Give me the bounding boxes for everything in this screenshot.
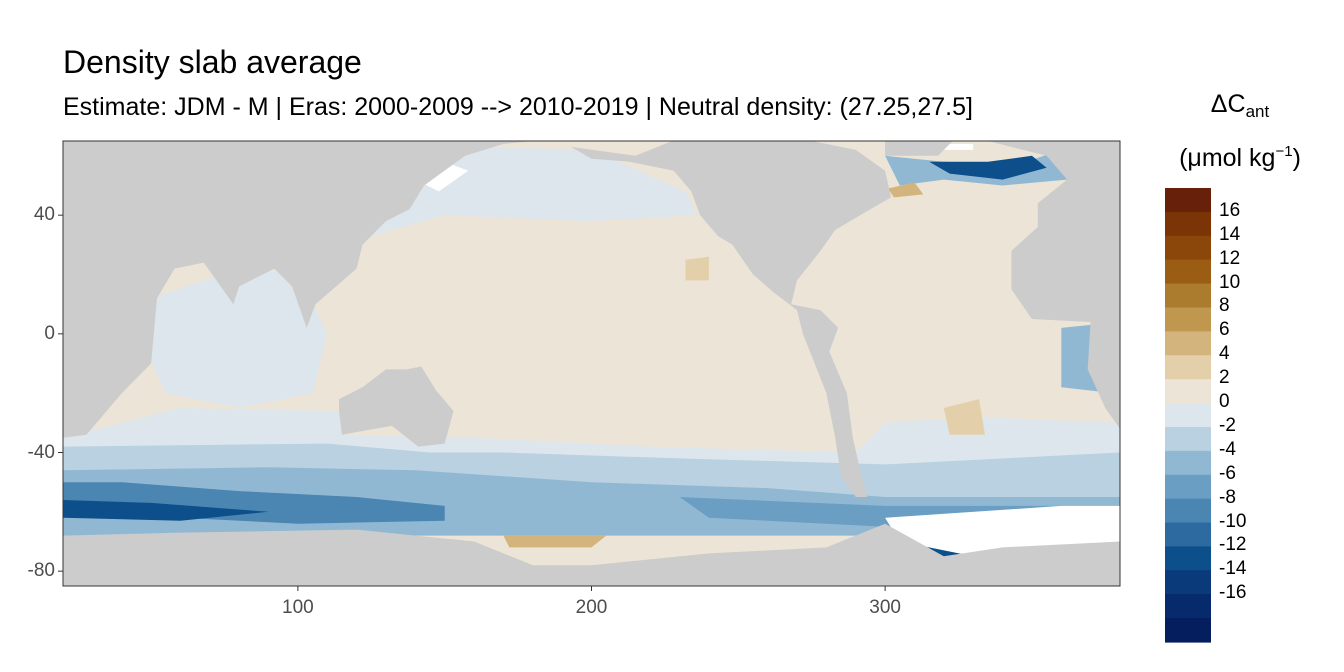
legend-swatch <box>1165 546 1211 571</box>
legend-label: -6 <box>1219 462 1236 484</box>
legend-label: -4 <box>1219 438 1236 460</box>
legend-unit-sup: −1 <box>1275 143 1293 160</box>
legend-swatch <box>1165 618 1211 643</box>
legend-label: 16 <box>1219 199 1241 221</box>
legend-swatch <box>1165 283 1211 309</box>
legend-label: 6 <box>1219 319 1230 341</box>
x-tick-label: 100 <box>282 597 314 618</box>
x-tick-label: 200 <box>575 597 608 618</box>
legend-label: -16 <box>1219 582 1247 604</box>
legend-swatch <box>1165 522 1211 548</box>
band-ross-brown <box>503 535 607 548</box>
legend-swatch <box>1165 570 1211 595</box>
legend-swatch <box>1165 355 1211 380</box>
legend-label: -8 <box>1219 486 1236 508</box>
legend-title: ΔCant (μmol kg−1) <box>1160 84 1320 178</box>
legend-label: -12 <box>1219 534 1247 556</box>
legend-unit-prefix: (μmol kg <box>1179 144 1276 172</box>
band-north-atlantic-deep <box>929 155 1047 180</box>
legend-label: -2 <box>1219 414 1236 436</box>
band-pacific-tan <box>685 256 709 281</box>
no-data-weddell <box>885 505 1120 557</box>
land-australia <box>339 366 454 447</box>
legend-label: 0 <box>1219 391 1230 413</box>
y-tick-label: 40 <box>33 204 55 226</box>
legend-unit-suffix: ) <box>1292 144 1301 172</box>
legend-swatch <box>1165 188 1211 213</box>
legend-swatch <box>1165 498 1211 524</box>
band-indian-shelf <box>145 268 328 408</box>
plot-subtitle: Estimate: JDM - M | Eras: 2000-2009 --> … <box>63 93 973 121</box>
legend-swatch <box>1165 235 1211 261</box>
legend-swatch <box>1165 307 1211 332</box>
legend-swatch <box>1165 403 1211 428</box>
land-antarctica <box>63 523 1120 586</box>
legend-title-unit: (μmol kg−1) <box>1160 132 1320 178</box>
legend-label: 10 <box>1219 271 1241 293</box>
legend-swatch <box>1165 450 1211 476</box>
land-americas <box>570 141 891 497</box>
legend-swatch <box>1165 426 1211 452</box>
legend-label: 8 <box>1219 295 1230 317</box>
band-southern-deeper <box>63 500 269 521</box>
y-tick-label: -40 <box>27 441 55 463</box>
legend-title-main: ΔC <box>1210 90 1246 118</box>
legend-swatch <box>1165 594 1211 619</box>
land-eurasia-africa <box>63 141 563 438</box>
legend-label: 12 <box>1219 247 1241 269</box>
band-north-atlantic-brown <box>888 182 924 198</box>
plot-title: Density slab average <box>63 44 362 80</box>
legend-swatch <box>1165 379 1211 404</box>
legend-label: 14 <box>1219 223 1241 245</box>
land-greenland <box>885 141 953 156</box>
legend-label: -14 <box>1219 558 1247 580</box>
legend-title-sub: ant <box>1245 102 1270 121</box>
y-tick-label: 0 <box>44 322 55 344</box>
legend-swatch <box>1165 474 1211 500</box>
y-tick-label: -80 <box>27 560 55 582</box>
legend-label: 4 <box>1219 343 1230 365</box>
legend-title-variable: ΔCant <box>1160 84 1320 132</box>
legend-swatch <box>1165 331 1211 356</box>
x-tick-label: 300 <box>869 597 901 618</box>
legend-colorbar <box>1165 188 1211 643</box>
legend-swatch <box>1165 259 1211 285</box>
legend-swatch <box>1165 211 1211 237</box>
axes <box>58 214 886 591</box>
band-atlantic-tan <box>943 399 985 435</box>
no-data-okhotsk <box>415 161 469 192</box>
map-panel <box>63 141 1120 586</box>
legend-label: -10 <box>1219 510 1247 532</box>
land-europe-africa-east <box>987 141 1120 429</box>
legend-label: 2 <box>1219 367 1230 389</box>
